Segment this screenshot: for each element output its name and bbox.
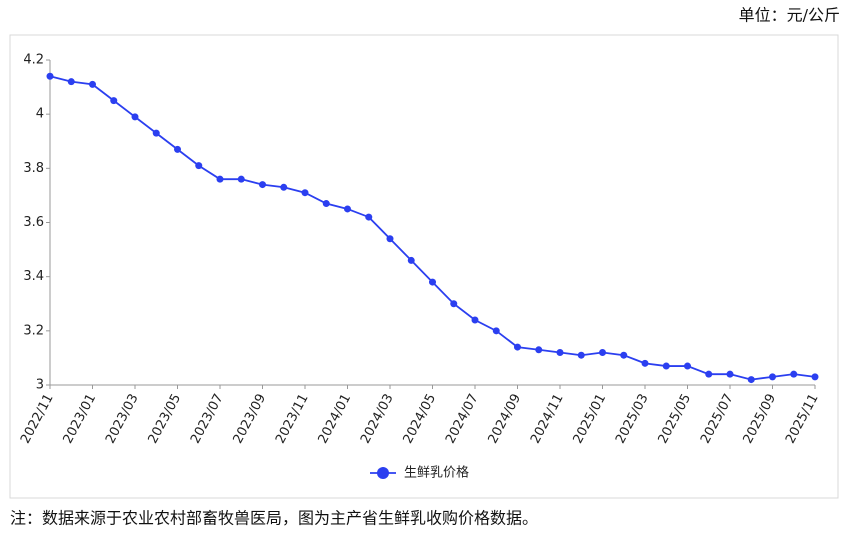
- point: [301, 189, 309, 197]
- point: [726, 370, 734, 378]
- note: 注：数据来源于农业农村部畜牧兽医局，图为主产省生鲜乳收购价格数据。: [10, 509, 538, 528]
- x-tick-label: 2023/05: [146, 391, 185, 446]
- x-tick-label: 2024/07: [443, 391, 482, 446]
- y-tick-label: 4: [36, 107, 44, 122]
- point: [386, 235, 394, 243]
- point: [556, 349, 564, 356]
- point: [322, 200, 330, 208]
- point: [407, 256, 415, 264]
- point: [471, 316, 479, 324]
- point: [662, 362, 670, 370]
- y-tick-label: 3.8: [23, 161, 44, 176]
- point: [641, 359, 649, 367]
- x-tick-label: 2025/07: [698, 391, 737, 446]
- point: [577, 351, 585, 359]
- x-tick-label: 2022/11: [18, 391, 57, 446]
- point: [620, 351, 628, 359]
- point: [152, 129, 160, 137]
- point: [280, 183, 288, 191]
- point: [67, 78, 75, 86]
- x-tick-label: 2025/09: [741, 391, 780, 446]
- x-tick-label: 2023/01: [61, 391, 100, 446]
- x-tick-label: 2025/05: [656, 391, 695, 446]
- y-tick-label: 4.2: [23, 53, 44, 68]
- point: [535, 346, 543, 354]
- legend-marker: [377, 467, 389, 479]
- point: [705, 370, 713, 378]
- x-tick-label: 2024/09: [486, 391, 525, 446]
- point: [89, 80, 96, 88]
- point: [237, 175, 245, 183]
- x-tick-label: 2023/11: [273, 391, 312, 446]
- point: [514, 343, 521, 351]
- chart-frame: [9, 34, 839, 499]
- y-tick-label: 3: [36, 378, 44, 393]
- point: [216, 175, 224, 183]
- x-tick-label: 2023/07: [188, 391, 227, 446]
- point: [195, 162, 203, 170]
- x-tick-label: 2025/03: [613, 391, 652, 446]
- series-line: [49, 75, 816, 381]
- x-tick-label: 2024/11: [528, 391, 567, 446]
- point: [599, 349, 606, 356]
- y-tick-label: 3.6: [23, 215, 44, 230]
- y-tick-label: 3.4: [23, 269, 44, 284]
- point: [769, 373, 776, 381]
- x-tick-label: 2023/03: [103, 391, 142, 446]
- point: [790, 370, 798, 378]
- legend-label: 生鲜乳价格: [404, 465, 469, 481]
- point: [365, 213, 373, 221]
- unit-label: 单位：元/公斤: [739, 6, 840, 25]
- x-tick-label: 2025/01: [571, 391, 610, 446]
- point: [344, 205, 351, 213]
- point: [174, 145, 181, 153]
- point: [811, 373, 819, 381]
- point: [259, 181, 266, 189]
- point: [684, 362, 691, 370]
- x-tick-label: 2025/11: [783, 391, 822, 446]
- point: [46, 72, 54, 80]
- point: [747, 376, 755, 384]
- point: [429, 278, 436, 286]
- x-tick-label: 2024/03: [358, 391, 397, 446]
- y-tick-label: 3.2: [23, 323, 44, 338]
- x-tick-label: 2024/01: [316, 391, 355, 446]
- point: [131, 113, 139, 121]
- x-tick-label: 2024/05: [401, 391, 440, 446]
- point: [110, 97, 118, 105]
- x-tick-label: 2023/09: [231, 391, 270, 446]
- point: [492, 327, 500, 335]
- point: [450, 300, 458, 308]
